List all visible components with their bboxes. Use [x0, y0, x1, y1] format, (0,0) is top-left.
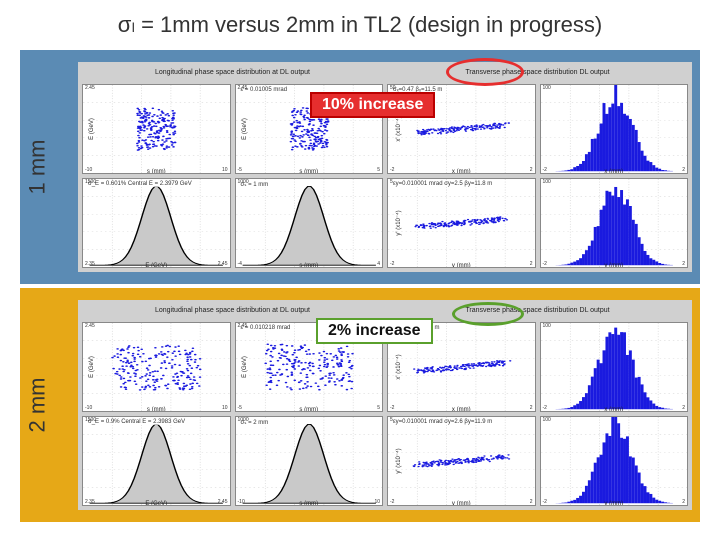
ylabel: y' (x10⁻⁴): [395, 448, 402, 473]
xlabel: y (mm): [604, 501, 623, 506]
badge-2pct: 2% increase: [316, 318, 433, 344]
xlabel: x (mm): [452, 169, 471, 174]
ylabel: y' (x10⁻⁴): [395, 210, 402, 235]
xlabel: s (mm): [299, 169, 318, 174]
subplot-gaussian: E (GeV) σ_E = 0.9% Central E = 2.3983 GeV…: [82, 416, 231, 506]
subplot-gaussian: s (mm)σₛ = 2 mm-10101000: [235, 416, 384, 506]
xlabel: E (GeV): [145, 501, 167, 506]
xlabel: x (mm): [604, 407, 623, 412]
highlight-red-ellipse: [446, 58, 524, 86]
subplot-scatter-tilt: y (mm) y' (x10⁻⁴) εy=0.010001 mrad σy=2.6 …: [387, 416, 536, 506]
xlabel: y (mm): [452, 501, 471, 506]
subplot-histogram: x (mm)-22100: [540, 84, 689, 174]
xlabel: x (mm): [452, 407, 471, 412]
fig-title-left-1: Longitudinal phase space distribution at…: [82, 66, 383, 80]
ylabel: x' (x10⁻⁴): [395, 354, 402, 379]
highlight-green-ellipse: [452, 302, 524, 326]
subplot-gaussian: E (GeV) σ_E = 0.601% Central E = 2.3979 G…: [82, 178, 231, 268]
subplot-gaussian: s (mm)σₛ = 1 mm-441000: [235, 178, 384, 268]
subplot-annotation: σ_E = 0.601% Central E = 2.3979 GeV: [87, 181, 193, 187]
xlabel: y (mm): [604, 263, 623, 268]
fig-title-right-2: Transverse phase space distribution DL o…: [387, 304, 688, 318]
xlabel: y (mm): [452, 263, 471, 268]
subplot-histogram: y (mm)-22100: [540, 416, 689, 506]
subplot-scatter-tilt: y (mm) y' (x10⁻⁴) εy=0.010001 mrad σy=2.5 …: [387, 178, 536, 268]
xlabel: x (mm): [604, 169, 623, 174]
xlabel: E (GeV): [145, 263, 167, 268]
subplot-annotation: εy=0.010001 mrad σy=2.6 βy=11.9 m: [392, 419, 493, 425]
ylabel: E (GeV): [89, 118, 95, 140]
xlabel: s (mm): [147, 169, 166, 174]
panel-1mm: 1 mm Longitudinal phase space distributi…: [20, 50, 700, 284]
subplot-scatter-wide: s (mm)E (GeV)-10102.45: [82, 322, 231, 412]
xlabel: s (mm): [299, 407, 318, 412]
xlabel: s (mm): [299, 501, 318, 506]
ylabel: x' (x10⁻⁴): [395, 116, 402, 141]
ylabel: E (GeV): [89, 356, 95, 378]
fig-title-right-1: Transverse phase space distribution DL o…: [387, 66, 688, 80]
xlabel: s (mm): [147, 407, 166, 412]
subplot-scatter-cluster: s (mm)E (GeV)-10102.45: [82, 84, 231, 174]
subplot-annotation: σ_E = 0.9% Central E = 2.3983 GeV: [87, 419, 186, 425]
subplot-annotation: ε = 0.010218 mrad: [240, 325, 292, 331]
xlabel: s (mm): [299, 263, 318, 268]
subplot-annotation: εy=0.010001 mrad σy=2.5 βy=11.8 m: [392, 181, 493, 187]
fig-title-left-2: Longitudinal phase space distribution at…: [82, 304, 383, 318]
slide-title: σₗ = 1mm versus 2mm in TL2 (design in pr…: [0, 12, 720, 38]
subplot-histogram: y (mm)-22100: [540, 178, 689, 268]
panel-1mm-label: 1 mm: [25, 140, 51, 195]
panel-2mm-label: 2 mm: [25, 378, 51, 433]
badge-10pct: 10% increase: [310, 92, 435, 118]
ylabel: E (GeV): [241, 356, 247, 378]
subplot-histogram: x (mm)-22100: [540, 322, 689, 412]
ylabel: E (GeV): [241, 118, 247, 140]
